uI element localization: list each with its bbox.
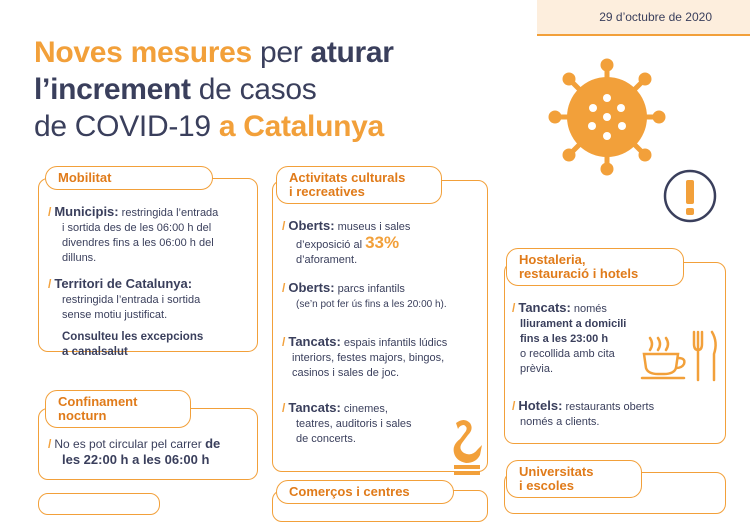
mobilitat-label: Mobilitat (45, 166, 213, 190)
universitats-label: Universitats i escoles (506, 460, 642, 498)
cup-icon (640, 330, 717, 382)
title-line-2: l’increment de casos (34, 73, 317, 106)
activitats-item-parcs: / Oberts: parcs infantils (se’n pot fer ú… (282, 280, 447, 310)
title-line-3: de COVID-19 a Catalunya (34, 110, 384, 143)
title-line-1: Noves mesures per aturar (34, 36, 394, 69)
next-left-box (38, 493, 160, 515)
confinament-item: / No es pot circular pel carrer de les 22… (48, 436, 221, 467)
warning-icon (663, 169, 717, 223)
mobilitat-box (38, 178, 258, 352)
date-banner: 29 d’octubre de 2020 (537, 0, 750, 36)
mobilitat-excepcions-link[interactable]: Consulteu les excepcions a canalsalut (62, 331, 204, 358)
activitats-item-cinemes: / Tancats: cinemes, teatres, auditoris i … (282, 400, 412, 445)
confinament-label: Confinament nocturn (45, 390, 191, 428)
hostaleria-label: Hostaleria, restauració i hotels (506, 248, 684, 286)
swan-icon (453, 420, 482, 475)
activitats-item-museus: / Oberts: museus i sales d’exposició al 3… (282, 218, 411, 266)
activitats-label: Activitats culturals i recreatives (276, 166, 442, 204)
cutlery-icon (692, 330, 717, 382)
virus-icon (548, 58, 666, 176)
hostaleria-box (504, 262, 726, 444)
comercos-label: Comerços i centres (276, 480, 454, 504)
publication-date: 29 d’octubre de 2020 (599, 10, 712, 24)
page-title: Noves mesures per aturar l’increment de … (34, 34, 394, 145)
hostaleria-item-tancats: / Tancats: només lliurament a domicili fi… (512, 300, 627, 375)
mobilitat-item-municipis: / Municipis: restringida l’entrada i sort… (48, 204, 219, 264)
mobilitat-item-territori: / Territori de Catalunya: restringida l’e… (48, 276, 201, 321)
activitats-item-espais: / Tancats: espais infantils lúdics interi… (282, 334, 448, 379)
hostaleria-item-hotels: / Hotels: restaurants oberts només a clie… (512, 398, 655, 428)
